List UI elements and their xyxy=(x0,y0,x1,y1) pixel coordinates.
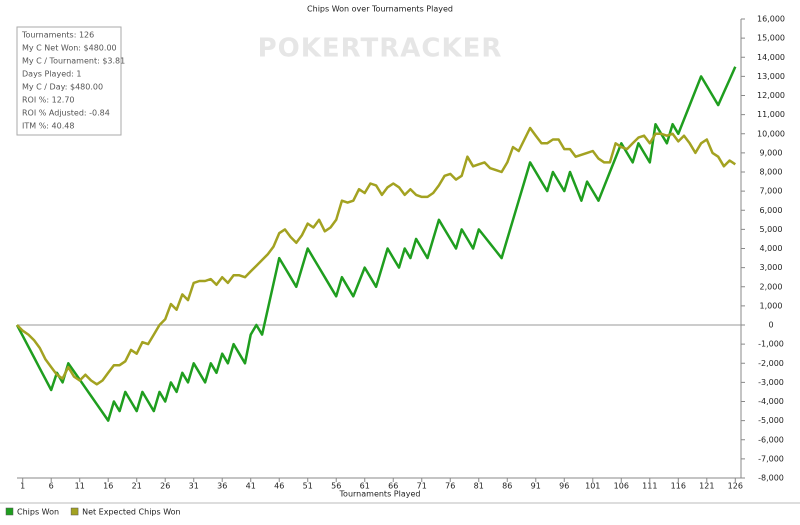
stat-line: My C / Tournament: $3.81 xyxy=(22,57,125,66)
watermark: POKERTRACKER xyxy=(258,34,503,64)
x-tick-label: 66 xyxy=(388,482,398,491)
legend-label: Net Expected Chips Won xyxy=(82,508,181,517)
y-tick-label: 11,000 xyxy=(757,110,785,119)
x-tick-label: 71 xyxy=(417,482,427,491)
x-tick-label: 121 xyxy=(699,482,714,491)
x-tick-label: 61 xyxy=(360,482,370,491)
stat-line: My C / Day: $480.00 xyxy=(22,83,103,92)
x-tick-label: 126 xyxy=(728,482,743,491)
y-tick-label: -4,000 xyxy=(758,397,784,406)
y-tick-label: -3,000 xyxy=(758,378,784,387)
x-tick-label: 41 xyxy=(246,482,256,491)
stat-line: Tournaments: 126 xyxy=(21,31,94,40)
chart-title: Chips Won over Tournaments Played xyxy=(307,5,453,14)
y-tick-label: 2,000 xyxy=(760,282,783,291)
x-tick-label: 51 xyxy=(303,482,313,491)
y-tick-label: 9,000 xyxy=(760,148,783,157)
x-tick-label: 31 xyxy=(189,482,199,491)
y-tick-label: 4,000 xyxy=(760,244,783,253)
y-tick-label: 12,000 xyxy=(757,91,785,100)
y-tick-label: 14,000 xyxy=(757,53,785,62)
x-tick-label: 81 xyxy=(474,482,484,491)
x-tick-label: 116 xyxy=(671,482,686,491)
x-tick-label: 86 xyxy=(502,482,512,491)
y-tick-label: 5,000 xyxy=(760,225,783,234)
y-tick-label: 8,000 xyxy=(760,168,783,177)
y-tick-label: 1,000 xyxy=(760,301,783,310)
y-tick-label: 3,000 xyxy=(760,263,783,272)
y-tick-label: -8,000 xyxy=(758,474,784,483)
y-tick-label: -5,000 xyxy=(758,416,784,425)
y-tick-label: -1,000 xyxy=(758,340,784,349)
x-tick-label: 16 xyxy=(103,482,113,491)
y-tick-label: 15,000 xyxy=(757,34,785,43)
x-tick-label: 111 xyxy=(642,482,657,491)
x-tick-label: 21 xyxy=(132,482,142,491)
y-tick-label: 10,000 xyxy=(757,129,785,138)
x-tick-label: 6 xyxy=(49,482,54,491)
x-tick-label: 26 xyxy=(160,482,170,491)
y-tick-label: -7,000 xyxy=(758,454,784,463)
x-axis-label: Tournaments Played xyxy=(339,490,421,499)
stat-line: My C Net Won: $480.00 xyxy=(22,44,117,53)
stat-line: ROI %: 12.70 xyxy=(22,96,75,105)
series-line xyxy=(16,126,736,386)
x-tick-label: 36 xyxy=(217,482,227,491)
series-line xyxy=(15,66,737,422)
x-tick-label: 106 xyxy=(614,482,629,491)
x-tick-label: 91 xyxy=(531,482,541,491)
stats-box xyxy=(16,26,122,136)
stat-line: Days Played: 1 xyxy=(22,70,82,79)
y-tick-label: 6,000 xyxy=(760,206,783,215)
legend-swatch xyxy=(5,507,14,516)
x-tick-label: 11 xyxy=(75,482,85,491)
x-tick-label: 101 xyxy=(585,482,600,491)
x-tick-label: 56 xyxy=(331,482,341,491)
y-tick-label: -6,000 xyxy=(758,435,784,444)
y-tick-label: 13,000 xyxy=(757,72,785,81)
x-tick-label: 96 xyxy=(559,482,569,491)
x-tick-label: 46 xyxy=(274,482,284,491)
x-tick-label: 1 xyxy=(20,482,25,491)
y-tick-label: 0 xyxy=(768,321,773,330)
legend-swatch xyxy=(70,507,79,516)
y-tick-label: -2,000 xyxy=(758,359,784,368)
x-tick-label: 76 xyxy=(445,482,455,491)
legend-label: Chips Won xyxy=(17,508,59,517)
y-tick-label: 16,000 xyxy=(757,15,785,24)
y-tick-label: 7,000 xyxy=(760,187,783,196)
stat-line: ROI % Adjusted: -0.84 xyxy=(22,109,110,118)
stat-line: ITM %: 40.48 xyxy=(22,122,74,131)
